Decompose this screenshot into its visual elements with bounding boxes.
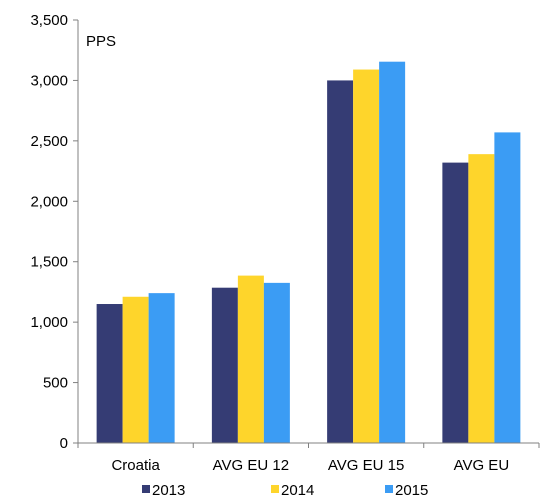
bar-2015-avg-eu (494, 132, 521, 443)
legend-swatch-2015 (385, 485, 393, 493)
bar-2015-croatia (148, 293, 175, 443)
x-tick-label: AVG EU 15 (328, 457, 404, 474)
y-tick-label: 3,500 (30, 12, 68, 29)
bar-2014-avg-eu-12 (237, 275, 264, 443)
bar-2015-avg-eu-12 (263, 282, 290, 443)
bar-2013-croatia (96, 304, 123, 443)
legend-label-2015: 2015 (395, 482, 428, 499)
y-tick-label: 2,500 (30, 133, 68, 150)
bars (96, 61, 521, 444)
y-tick-label: 0 (60, 435, 68, 452)
bar-2013-avg-eu-12 (211, 287, 238, 443)
legend-swatch-2014 (271, 485, 279, 493)
x-tick-label: Croatia (111, 457, 160, 474)
y-axis: 0 500 1,000 1,500 2,000 2,500 3,000 3,500 (30, 12, 79, 452)
bar-2014-avg-eu-15 (353, 69, 380, 444)
bar-2015-avg-eu-15 (379, 61, 406, 444)
legend-swatch-2013 (142, 485, 150, 493)
bar-2013-avg-eu (442, 162, 469, 443)
legend-label-2014: 2014 (281, 482, 314, 499)
bar-2014-avg-eu (468, 154, 495, 443)
x-tick-label: AVG EU (454, 457, 510, 474)
x-tick-label: AVG EU 12 (213, 457, 289, 474)
y-tick-label: 3,000 (30, 72, 68, 89)
x-axis: Croatia AVG EU 12 AVG EU 15 AVG EU (77, 442, 540, 474)
legend: 2013 2014 2015 (142, 482, 428, 499)
y-tick-label: 1,000 (30, 314, 68, 331)
y-tick-label: 1,500 (30, 254, 68, 271)
unit-label: PPS (86, 33, 116, 50)
bar-2014-croatia (122, 296, 149, 443)
y-tick-label: 500 (43, 375, 68, 392)
bar-2013-avg-eu-15 (327, 80, 354, 443)
y-tick-label: 2,000 (30, 193, 68, 210)
legend-label-2013: 2013 (152, 482, 185, 499)
